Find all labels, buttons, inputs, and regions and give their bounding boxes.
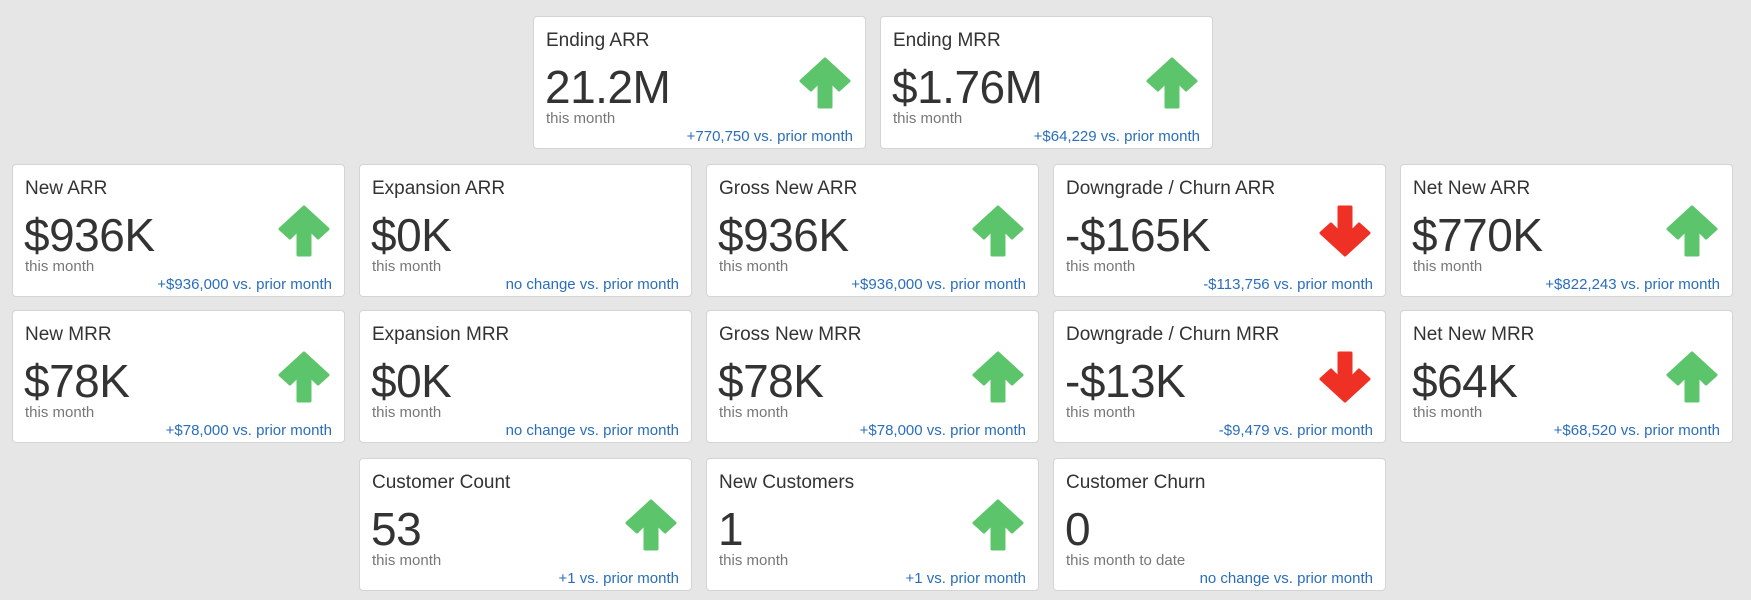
- card-period: this month: [719, 258, 789, 275]
- card-delta-link[interactable]: +1 vs. prior month: [558, 570, 679, 587]
- card-delta-link[interactable]: +$64,229 vs. prior month: [1033, 128, 1200, 145]
- trend-up-icon: [799, 57, 851, 109]
- card-period: this month: [372, 258, 442, 275]
- card-title: New ARR: [25, 178, 108, 199]
- card-delta-link[interactable]: +$936,000 vs. prior month: [157, 276, 332, 293]
- card-period: this month: [1413, 404, 1483, 421]
- kpi-card-ending-mrr: Ending MRR $1.76M this month +$64,229 vs…: [880, 16, 1213, 149]
- card-value: -$13K: [1065, 355, 1186, 407]
- card-title: Downgrade / Churn MRR: [1066, 324, 1280, 345]
- card-period: this month: [1066, 258, 1136, 275]
- card-value: $1.76M: [892, 61, 1043, 113]
- card-title: Net New MRR: [1413, 324, 1535, 345]
- trend-up-icon: [972, 351, 1024, 403]
- card-period: this month: [719, 552, 789, 569]
- trend-up-icon: [278, 351, 330, 403]
- trend-up-icon: [1146, 57, 1198, 109]
- kpi-card-gross-new-arr: Gross New ARR $936K this month +$936,000…: [706, 164, 1039, 297]
- card-delta-link[interactable]: +$78,000 vs. prior month: [165, 422, 332, 439]
- card-period: this month: [372, 404, 442, 421]
- card-period: this month to date: [1066, 552, 1186, 569]
- card-value: -$165K: [1065, 209, 1211, 261]
- card-title: Customer Churn: [1066, 472, 1206, 493]
- kpi-card-downgrade-churn-mrr: Downgrade / Churn MRR -$13K this month -…: [1053, 310, 1386, 443]
- card-delta-link[interactable]: no change vs. prior month: [505, 276, 679, 293]
- card-delta-link[interactable]: -$9,479 vs. prior month: [1218, 422, 1373, 439]
- trend-up-icon: [1666, 205, 1718, 257]
- card-title: Net New ARR: [1413, 178, 1531, 199]
- kpi-card-ending-arr: Ending ARR 21.2M this month +770,750 vs.…: [533, 16, 866, 149]
- card-delta-link[interactable]: +770,750 vs. prior month: [686, 128, 853, 145]
- card-value: $64K: [1412, 355, 1518, 407]
- card-delta-link[interactable]: +$936,000 vs. prior month: [851, 276, 1026, 293]
- card-value: $78K: [24, 355, 130, 407]
- card-period: this month: [25, 404, 95, 421]
- card-value: 53: [371, 503, 422, 555]
- card-value: 1: [718, 503, 744, 555]
- kpi-card-expansion-mrr: Expansion MRR $0K this month no change v…: [359, 310, 692, 443]
- trend-down-icon: [1319, 351, 1371, 403]
- card-value: $78K: [718, 355, 824, 407]
- card-value: $770K: [1412, 209, 1543, 261]
- kpi-card-net-new-mrr: Net New MRR $64K this month +$68,520 vs.…: [1400, 310, 1733, 443]
- trend-up-icon: [972, 499, 1024, 551]
- card-period: this month: [1066, 404, 1136, 421]
- card-delta-link[interactable]: +$78,000 vs. prior month: [859, 422, 1026, 439]
- trend-up-icon: [972, 205, 1024, 257]
- kpi-card-customer-churn: Customer Churn 0 this month to date no c…: [1053, 458, 1386, 591]
- card-delta-link[interactable]: +$68,520 vs. prior month: [1553, 422, 1720, 439]
- card-title: Downgrade / Churn ARR: [1066, 178, 1276, 199]
- trend-down-icon: [1319, 205, 1371, 257]
- card-delta-link[interactable]: no change vs. prior month: [505, 422, 679, 439]
- card-title: Ending ARR: [546, 30, 650, 51]
- card-delta-link[interactable]: +$822,243 vs. prior month: [1545, 276, 1720, 293]
- card-value: 0: [1065, 503, 1091, 555]
- kpi-card-new-customers: New Customers 1 this month +1 vs. prior …: [706, 458, 1039, 591]
- card-title: Customer Count: [372, 472, 511, 493]
- card-title: New Customers: [719, 472, 855, 493]
- card-period: this month: [25, 258, 95, 275]
- card-value: $0K: [371, 355, 452, 407]
- kpi-card-expansion-arr: Expansion ARR $0K this month no change v…: [359, 164, 692, 297]
- kpi-card-net-new-arr: Net New ARR $770K this month +$822,243 v…: [1400, 164, 1733, 297]
- card-period: this month: [893, 110, 963, 127]
- kpi-card-customer-count: Customer Count 53 this month +1 vs. prio…: [359, 458, 692, 591]
- trend-up-icon: [278, 205, 330, 257]
- kpi-card-downgrade-churn-arr: Downgrade / Churn ARR -$165K this month …: [1053, 164, 1386, 297]
- card-period: this month: [546, 110, 616, 127]
- kpi-card-new-mrr: New MRR $78K this month +$78,000 vs. pri…: [12, 310, 345, 443]
- card-title: Expansion MRR: [372, 324, 510, 345]
- card-value: 21.2M: [545, 61, 671, 113]
- card-delta-link[interactable]: +1 vs. prior month: [905, 570, 1026, 587]
- card-delta-link[interactable]: -$113,756 vs. prior month: [1203, 276, 1373, 293]
- card-title: Ending MRR: [893, 30, 1001, 51]
- trend-up-icon: [1666, 351, 1718, 403]
- card-title: Gross New ARR: [719, 178, 858, 199]
- trend-up-icon: [625, 499, 677, 551]
- card-delta-link[interactable]: no change vs. prior month: [1199, 570, 1373, 587]
- card-value: $936K: [718, 209, 849, 261]
- card-period: this month: [1413, 258, 1483, 275]
- card-title: Expansion ARR: [372, 178, 506, 199]
- card-period: this month: [719, 404, 789, 421]
- card-title: Gross New MRR: [719, 324, 862, 345]
- card-title: New MRR: [25, 324, 112, 345]
- kpi-card-new-arr: New ARR $936K this month +$936,000 vs. p…: [12, 164, 345, 297]
- kpi-card-gross-new-mrr: Gross New MRR $78K this month +$78,000 v…: [706, 310, 1039, 443]
- card-value: $936K: [24, 209, 155, 261]
- card-period: this month: [372, 552, 442, 569]
- card-value: $0K: [371, 209, 452, 261]
